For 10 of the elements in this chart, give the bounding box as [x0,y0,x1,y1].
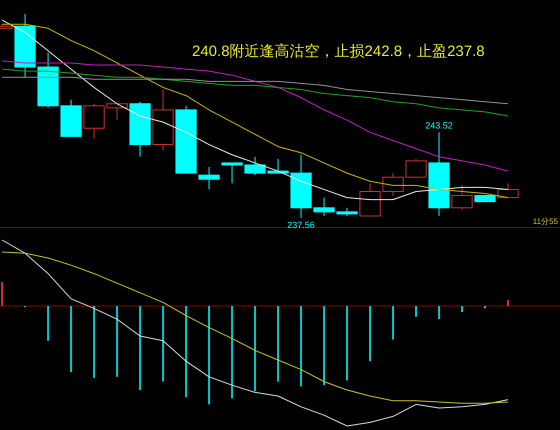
annotation: 237.56 [287,220,315,230]
candlestick [428,132,450,216]
candlestick [198,166,220,190]
candlestick [152,88,174,152]
candlestick [14,14,36,78]
text: 11分55 [532,217,559,226]
annotation: 243.52 [425,120,453,130]
candlestick [129,101,151,158]
annotation: 240.8附近逢高沽空，止损242.8，止盈237.8 [192,43,485,60]
candlestick [290,154,312,218]
